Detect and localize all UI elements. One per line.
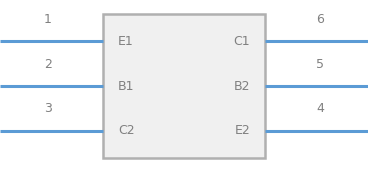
Text: 2: 2: [44, 57, 52, 71]
Text: E1: E1: [118, 35, 134, 48]
Text: B1: B1: [118, 79, 134, 93]
Text: C2: C2: [118, 124, 134, 137]
Text: 4: 4: [316, 102, 324, 115]
Bar: [103, 14, 265, 158]
Text: 6: 6: [316, 13, 324, 26]
Text: 5: 5: [316, 57, 324, 71]
Text: C1: C1: [234, 35, 250, 48]
Text: B2: B2: [234, 79, 250, 93]
Text: E2: E2: [234, 124, 250, 137]
Text: 1: 1: [44, 13, 52, 26]
Text: 3: 3: [44, 102, 52, 115]
